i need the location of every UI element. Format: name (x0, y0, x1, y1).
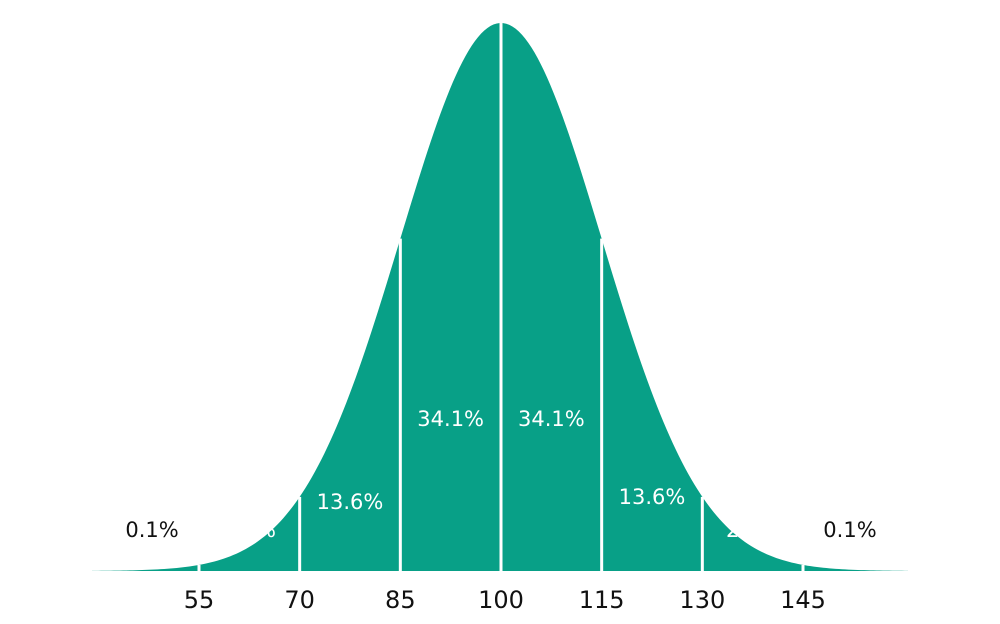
divider-lines (197, 23, 805, 571)
x-tick-label: 145 (780, 586, 826, 614)
x-tick-label: 55 (184, 586, 215, 614)
segment-labels: 0.1% 2.1% 13.6% 34.1% 34.1% 13.6% 2.1% 0.1% (125, 407, 876, 542)
segment-label: 34.1% (417, 407, 484, 431)
segment-label: 13.6% (619, 485, 686, 509)
x-tick-labels: 55 70 85 100 115 130 145 (184, 586, 826, 614)
segment-label: 2.1% (223, 518, 276, 542)
x-tick-label: 130 (679, 586, 725, 614)
segment-label: 2.1% (726, 518, 779, 542)
segment-label: 13.6% (317, 490, 384, 514)
x-tick-label: 85 (385, 586, 416, 614)
x-tick-label: 115 (579, 586, 625, 614)
segment-label: 34.1% (518, 407, 585, 431)
segment-label: 0.1% (125, 518, 178, 542)
x-tick-label: 100 (478, 586, 524, 614)
segment-label: 0.1% (823, 518, 876, 542)
x-tick-label: 70 (284, 586, 315, 614)
